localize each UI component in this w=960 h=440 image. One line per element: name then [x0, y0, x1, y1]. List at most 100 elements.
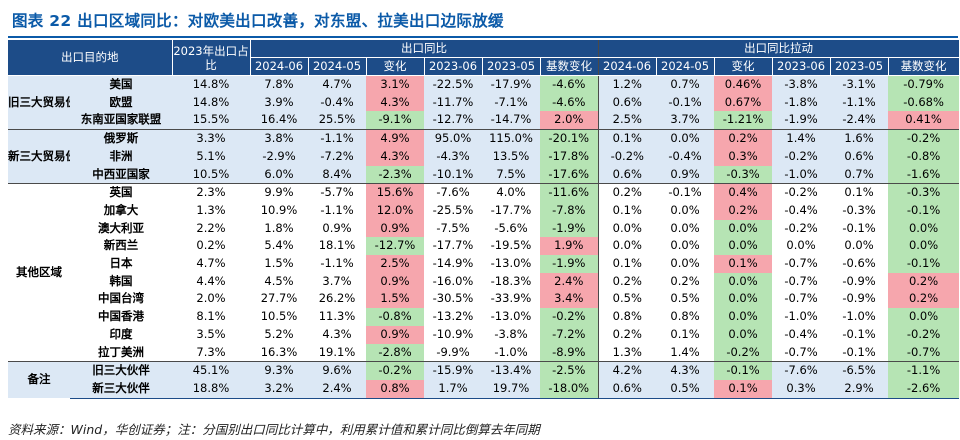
- cell-yoy-4: -14.7%: [482, 111, 540, 130]
- cell-yoy-2: 4.3%: [366, 147, 424, 166]
- cell-yoy-2: -2.8%: [366, 343, 424, 362]
- cell-yoy-3: -7.5%: [436, 220, 470, 235]
- cell-pull-3: -0.4%: [784, 326, 818, 341]
- cell-pull-1: 0.0%: [670, 256, 700, 271]
- cell-yoy-2: 2.5%: [366, 255, 424, 273]
- cell-pull-0: 0.5%: [612, 291, 642, 306]
- cell-pull-4: -1.1%: [830, 93, 889, 112]
- cell-yoy-5: -1.9%: [540, 219, 599, 238]
- cell-share-2023: 10.5%: [172, 165, 250, 184]
- cell-pull-0: 0.6%: [598, 165, 657, 184]
- cell-yoy-5: -11.6%: [540, 183, 599, 202]
- cell-pull-2: 0.0%: [714, 325, 773, 344]
- cell-yoy-5: -17.8%: [540, 147, 599, 166]
- cell-pull-0: 0.6%: [598, 379, 657, 399]
- cell-pull-4: -0.1%: [842, 220, 876, 235]
- row-destination-name: 加拿大: [103, 202, 139, 217]
- cell-yoy-5: -1.9%: [540, 255, 599, 273]
- cell-pull-0: 0.0%: [612, 238, 642, 253]
- cell-yoy-5: -4.6%: [540, 75, 599, 94]
- cell-pull-5: -0.68%: [888, 93, 960, 112]
- cell-yoy-1: -0.4%: [308, 93, 366, 112]
- cell-yoy-2: 0.9%: [366, 272, 424, 291]
- cell-yoy-1: 26.2%: [318, 291, 356, 306]
- cell-pull-4: 1.6%: [830, 129, 889, 148]
- cell-yoy-3: 1.7%: [424, 379, 482, 399]
- cell-yoy-1: -5.7%: [308, 183, 366, 202]
- cell-pull-3: -1.8%: [772, 93, 831, 112]
- cell-yoy-2: 4.3%: [366, 93, 424, 112]
- cell-pull-0: 1.2%: [598, 75, 657, 94]
- cell-yoy-0: 3.2%: [250, 379, 308, 399]
- cell-yoy-1: 8.4%: [308, 165, 366, 184]
- cell-yoy-1: 4.3%: [322, 326, 352, 341]
- cell-pull-0: 0.8%: [612, 309, 642, 324]
- cell-share-2023: 15.5%: [172, 111, 250, 130]
- cell-share-2023: 3.3%: [172, 129, 250, 148]
- cell-yoy-2: 4.9%: [366, 129, 424, 148]
- cell-pull-0: 4.2%: [598, 361, 657, 380]
- cell-share-2023: 5.1%: [172, 147, 250, 166]
- table-row: 备注 旧三大伙伴 45.1% 9.3% 9.6% -0.2% -15.9% -13.4% -2.…: [8, 361, 960, 399]
- cell-pull-4: 2.9%: [830, 379, 889, 399]
- col-group-pull: 出口同比拉动: [598, 40, 960, 58]
- cell-yoy-0: 1.8%: [264, 220, 294, 235]
- cell-yoy-5: -20.1%: [540, 129, 599, 148]
- cell-pull-4: 0.0%: [844, 238, 874, 253]
- cell-pull-2: 0.1%: [714, 255, 773, 273]
- cell-pull-0: 0.0%: [612, 220, 642, 235]
- cell-yoy-0: 16.4%: [250, 111, 308, 130]
- cell-pull-4: -0.6%: [842, 256, 876, 271]
- table-row: 印度 3.5% 5.2% 4.3% 0.9% -10.9% -3.8% -7.2% 0.2% 0.…: [8, 325, 960, 344]
- cell-pull-2: -1.21%: [714, 111, 773, 130]
- cell-share-2023: 4.7%: [196, 256, 226, 271]
- cell-pull-1: 0.0%: [670, 202, 700, 217]
- cell-pull-0: 0.2%: [612, 326, 642, 341]
- cell-pull-1: 4.3%: [656, 361, 715, 380]
- cell-yoy-1: -1.1%: [320, 202, 354, 217]
- row-destination-name: 拉丁美洲: [98, 344, 144, 359]
- row-destination-name: 中国台湾: [98, 291, 144, 306]
- cell-share-2023: 3.5%: [196, 326, 226, 341]
- cell-yoy-3: -12.7%: [424, 111, 482, 130]
- cell-pull-5: -1.6%: [888, 165, 960, 184]
- cell-yoy-2: -0.2%: [366, 361, 424, 380]
- cell-yoy-0: 4.5%: [264, 273, 294, 288]
- cell-yoy-3: -10.9%: [432, 326, 474, 341]
- col-header-destination: 出口目的地: [8, 40, 173, 76]
- col-header-pull-0: 2024-06: [598, 57, 657, 76]
- cell-pull-0: 0.1%: [612, 202, 642, 217]
- cell-yoy-0: 7.8%: [250, 75, 308, 94]
- cell-yoy-4: -17.7%: [490, 202, 532, 217]
- cell-pull-0: 0.2%: [598, 183, 657, 202]
- table-row: 新三大贸易伙伴俄罗斯3.3%3.8%-1.1%4.9%95.0%115.0%-2…: [8, 129, 960, 184]
- cell-pull-3: -0.7%: [784, 344, 818, 359]
- col-header-pull-2: 变化: [714, 57, 773, 76]
- cell-pull-5: -0.8%: [888, 147, 960, 166]
- cell-yoy-5: -7.2%: [540, 325, 599, 344]
- cell-yoy-0: 3.9%: [250, 93, 308, 112]
- row-destination-name: 中西亚国家: [70, 165, 172, 184]
- table-row: 拉丁美洲 7.3% 16.3% 19.1% -2.8% -9.9% -1.0% -8.9% 1.…: [8, 343, 960, 362]
- cell-pull-2: 0.46%: [714, 75, 773, 94]
- cell-yoy-5: -18.0%: [540, 379, 599, 399]
- cell-pull-0: 1.3%: [612, 344, 642, 359]
- title-divider: [8, 36, 958, 38]
- cell-pull-2: 0.4%: [714, 183, 773, 202]
- cell-pull-2: 0.0%: [714, 290, 773, 309]
- cell-yoy-2: 0.9%: [366, 325, 424, 344]
- cell-pull-0: 0.1%: [598, 129, 657, 148]
- cell-pull-4: 0.7%: [830, 165, 889, 184]
- cell-yoy-4: 7.5%: [482, 165, 540, 184]
- source-footnote: 资料来源：Wind，华创证券；注：分国别出口同比计算中，利用累计值和累计同比倒算…: [8, 422, 540, 437]
- cell-pull-1: 0.5%: [656, 379, 715, 399]
- cell-pull-0: 0.2%: [612, 273, 642, 288]
- cell-pull-5: 0.0%: [888, 308, 960, 326]
- cell-yoy-1: 19.1%: [318, 344, 356, 359]
- cell-pull-1: 3.7%: [656, 111, 715, 130]
- cell-yoy-0: 9.9%: [250, 183, 308, 202]
- cell-pull-0: 0.6%: [598, 93, 657, 112]
- sub-header-row: 2024-06 2024-05 变化 2023-06 2023-05 基数变化 2024-0…: [8, 57, 960, 76]
- cell-yoy-5: -7.8%: [540, 201, 599, 220]
- cell-yoy-4: 13.5%: [482, 147, 540, 166]
